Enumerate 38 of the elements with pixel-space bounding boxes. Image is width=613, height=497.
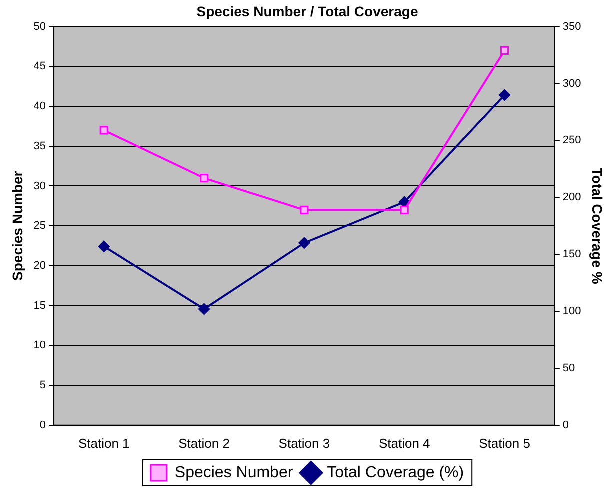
y2-tick-label: 100 <box>562 306 582 318</box>
y-tick-label: 5 <box>40 380 46 392</box>
y2-tick-label: 150 <box>562 248 582 261</box>
y2-axis-title: Total Coverage % <box>590 168 606 285</box>
legend-label: Total Coverage (%) <box>327 464 464 482</box>
x-tick-label: Station 1 <box>78 436 130 451</box>
y2-tick-label: 200 <box>562 192 582 204</box>
x-tick-label: Station 3 <box>278 436 330 451</box>
y-tick-label: 35 <box>34 140 46 152</box>
point <box>300 206 309 214</box>
y-tick-label: 30 <box>34 180 46 192</box>
y2-tick-label: 250 <box>562 134 582 147</box>
x-tick-label: Station 4 <box>378 436 430 451</box>
point <box>400 206 409 214</box>
chart-title: Species Number / Total Coverage <box>196 3 418 20</box>
y-tick-label: 15 <box>34 300 46 312</box>
x-tick-label: Station 2 <box>178 436 230 451</box>
y2-tick-label: 300 <box>562 78 582 90</box>
point <box>298 237 310 249</box>
x-tick-label: Station 5 <box>479 436 530 451</box>
y-tick-label: 45 <box>34 60 46 73</box>
y2-tick-label: 0 <box>562 419 569 432</box>
y-axis-title: Species Number <box>9 170 26 281</box>
y2-tick-label: 50 <box>562 362 576 374</box>
y-tick-label: 50 <box>34 20 46 33</box>
point <box>499 89 511 101</box>
point <box>100 126 108 135</box>
point <box>98 240 110 252</box>
point <box>198 303 210 315</box>
y-tick-label: 40 <box>34 100 46 113</box>
y-tick-label: 10 <box>34 340 46 352</box>
y2-tick-label: 350 <box>562 20 582 33</box>
y-tick-label: 20 <box>34 260 46 272</box>
point <box>200 174 209 183</box>
y-tick-label: 0 <box>40 419 46 432</box>
y-tick-label: 25 <box>34 220 46 232</box>
point <box>500 46 510 55</box>
legend-label: Species Number <box>174 464 294 482</box>
